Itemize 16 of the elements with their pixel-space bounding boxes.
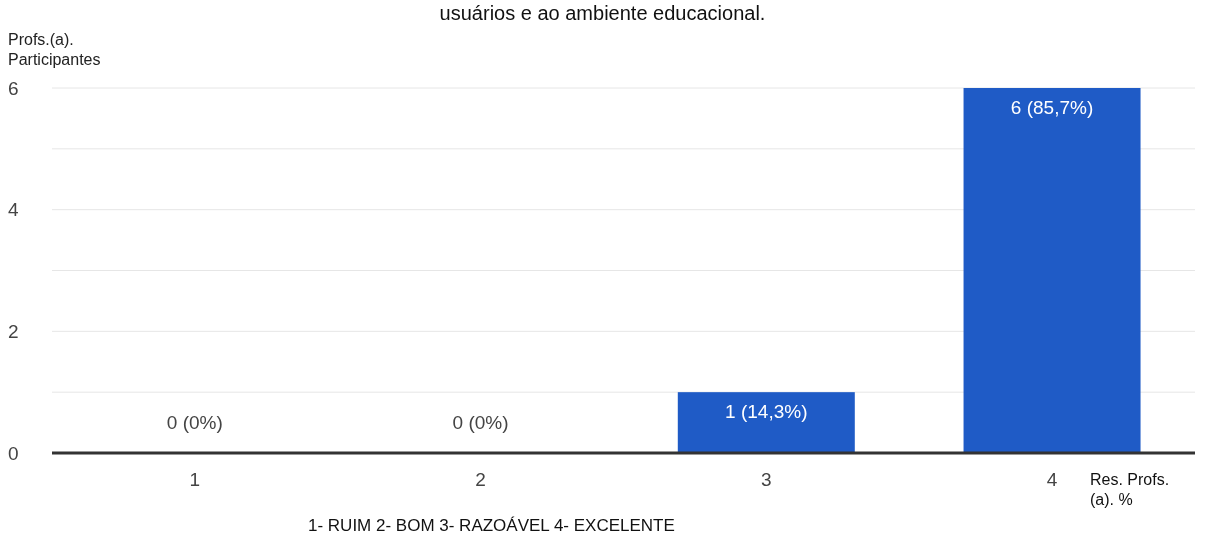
x-tick-label: 2 (475, 469, 486, 491)
x-tick-label: 1 (189, 469, 201, 491)
y-axis-title: Profs.(a). Participantes (8, 30, 102, 70)
text: Res. Profs.(a). % (1090, 470, 1171, 510)
data-label: 1 (14,3%) (725, 401, 808, 423)
data-label: 6 (85,7%) (1010, 97, 1094, 118)
x-axis-title: 1- RUIM 2- BOM 3- RAZOÁVEL 4- EXCELENTE (308, 516, 675, 536)
y-tick-label: 2 (8, 321, 19, 343)
y-tick-label: 0 (8, 442, 19, 464)
y-tick-label: 6 (8, 77, 19, 99)
x-tick-label: 4 (1046, 469, 1058, 491)
data-label: 0 (0%) (166, 412, 223, 433)
y-tick-label: 4 (8, 199, 19, 221)
data-label: 0 (0%) (452, 412, 509, 433)
x-tick-label: 3 (761, 469, 772, 491)
chart-title: usuários e ao ambiente educacional. (438, 2, 767, 25)
